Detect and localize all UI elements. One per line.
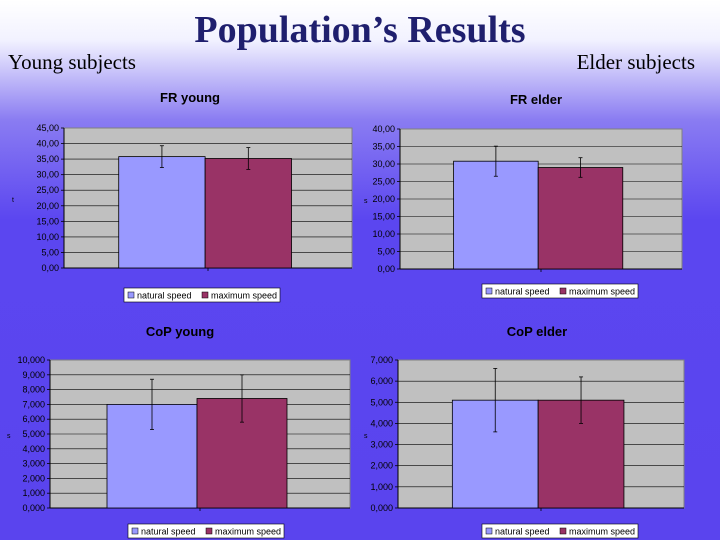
legend-swatch-natural-speed xyxy=(485,287,493,295)
y-tick-label: 10,000 xyxy=(17,355,45,365)
y-tick-label: 20,00 xyxy=(372,194,395,204)
y-tick-label: 2,000 xyxy=(22,473,45,483)
y-tick-label: 6,000 xyxy=(22,414,45,424)
legend-label-natural-speed: natural speed xyxy=(495,287,550,297)
y-tick-label: 35,00 xyxy=(372,142,395,152)
legend-label-natural-speed: natural speed xyxy=(141,527,196,537)
y-tick-label: 7,000 xyxy=(22,399,45,409)
chart-title: FR young xyxy=(160,90,220,105)
chart-legend: natural speed maximum speed xyxy=(481,523,639,539)
y-tick-label: 40,00 xyxy=(372,124,395,134)
legend-label-natural-speed: natural speed xyxy=(137,291,192,301)
bar-natural-speed xyxy=(118,156,206,269)
chart-title: FR elder xyxy=(510,92,562,107)
y-tick-label: 25,00 xyxy=(372,177,395,187)
y-tick-label: 0,00 xyxy=(41,263,59,273)
y-tick-label: 3,000 xyxy=(22,459,45,469)
chart-fr-elder: FR elder 0,00 5,00 10,00 15,00 20,00 25,00 30,0… xyxy=(364,92,683,299)
y-tick-label: 10,00 xyxy=(36,232,59,242)
y-tick-label: 25,00 xyxy=(36,185,59,195)
y-tick-label: 4,000 xyxy=(370,418,393,428)
y-tick-label: 0,000 xyxy=(370,503,393,513)
chart-cop-young: CoP young 0,000 1,000 2,000 3,000 4,000 5,000 6… xyxy=(7,324,351,539)
y-axis-mark: t xyxy=(12,197,14,204)
y-tick-label: 2,000 xyxy=(370,461,393,471)
y-tick-label: 6,000 xyxy=(370,376,393,386)
y-axis-mark: s xyxy=(7,433,11,440)
y-tick-label: 30,00 xyxy=(36,170,59,180)
y-tick-label: 20,00 xyxy=(36,201,59,211)
y-tick-label: 5,000 xyxy=(370,397,393,407)
bar-natural-speed xyxy=(453,160,539,270)
legend-label-maximum-speed: maximum speed xyxy=(569,287,635,297)
legend-swatch-natural-speed xyxy=(127,291,135,299)
y-tick-label: 0,00 xyxy=(377,264,395,274)
elder-subjects-label: Elder subjects xyxy=(576,50,695,74)
y-tick-label: 3,000 xyxy=(370,440,393,450)
legend-swatch-maximum-speed xyxy=(201,291,209,299)
y-tick-label: 9,000 xyxy=(22,370,45,380)
chart-title: CoP elder xyxy=(507,324,567,339)
y-tick-label: 8,000 xyxy=(22,385,45,395)
chart-fr-young: FR young 0,00 5,00 10,00 15,00 20,00 25,00 30,0… xyxy=(12,90,353,303)
y-tick-label: 5,00 xyxy=(377,247,395,257)
chart-legend: natural speed maximum speed xyxy=(127,523,285,539)
legend-label-maximum-speed: maximum speed xyxy=(211,291,277,301)
legend-swatch-natural-speed xyxy=(131,527,139,535)
y-tick-label: 1,000 xyxy=(370,482,393,492)
y-tick-label: 15,00 xyxy=(372,212,395,222)
y-tick-label: 1,000 xyxy=(22,488,45,498)
slide-title: Population’s Results xyxy=(194,9,526,51)
y-tick-label: 7,000 xyxy=(370,355,393,365)
chart-legend: natural speed maximum speed xyxy=(123,287,281,303)
y-tick-label: 0,000 xyxy=(22,503,45,513)
bar-maximum-speed xyxy=(537,167,624,270)
y-axis-mark: s xyxy=(364,198,368,205)
legend-swatch-maximum-speed xyxy=(559,287,567,295)
legend-label-maximum-speed: maximum speed xyxy=(215,527,281,537)
legend-swatch-natural-speed xyxy=(485,527,493,535)
young-subjects-label: Young subjects xyxy=(8,50,136,74)
y-tick-label: 30,00 xyxy=(372,159,395,169)
y-tick-label: 5,00 xyxy=(41,247,59,257)
y-axis-mark: s xyxy=(364,433,368,440)
bar-maximum-speed xyxy=(204,158,292,269)
y-tick-label: 15,00 xyxy=(36,216,59,226)
y-tick-label: 5,000 xyxy=(22,429,45,439)
legend-swatch-maximum-speed xyxy=(559,527,567,535)
y-tick-label: 10,00 xyxy=(372,229,395,239)
legend-label-natural-speed: natural speed xyxy=(495,527,550,537)
chart-legend: natural speed maximum speed xyxy=(481,283,639,299)
y-tick-label: 4,000 xyxy=(22,444,45,454)
y-tick-label: 35,00 xyxy=(36,154,59,164)
legend-label-maximum-speed: maximum speed xyxy=(569,527,635,537)
chart-cop-elder: CoP elder 0,000 1,000 2,000 3,000 4,000 5,000 6… xyxy=(364,324,685,539)
chart-title: CoP young xyxy=(146,324,214,339)
legend-swatch-maximum-speed xyxy=(205,527,213,535)
y-tick-label: 40,00 xyxy=(36,139,59,149)
y-tick-label: 45,00 xyxy=(36,123,59,133)
